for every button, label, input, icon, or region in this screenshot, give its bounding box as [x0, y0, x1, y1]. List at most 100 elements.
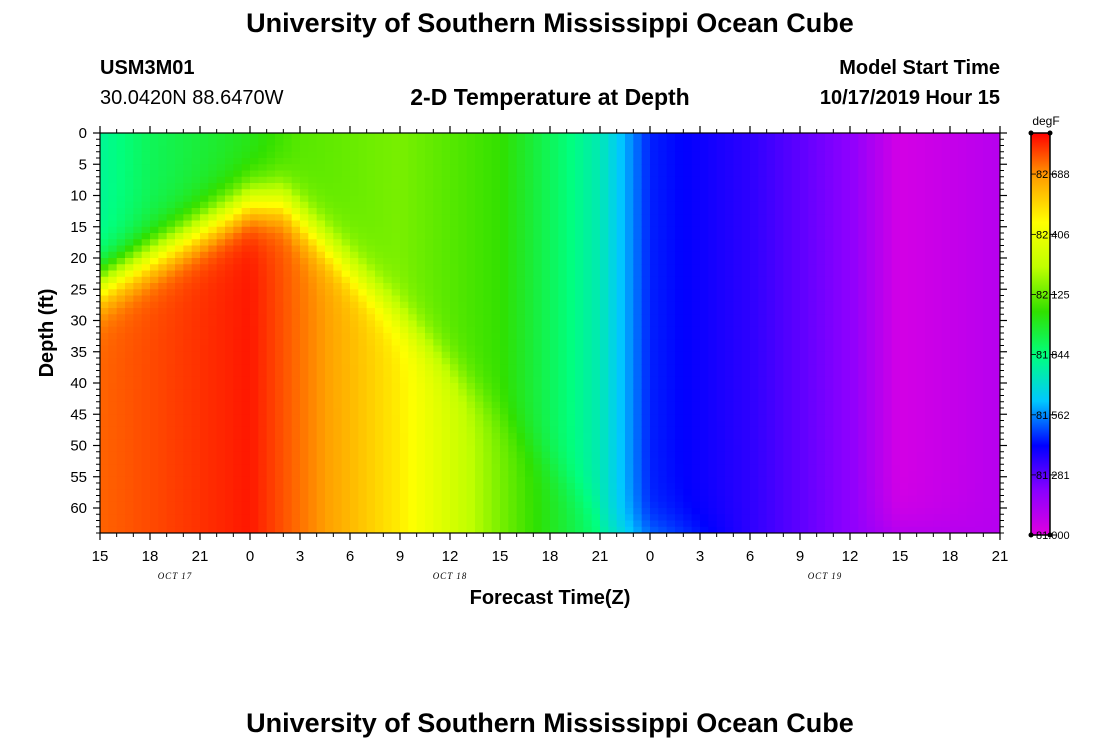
- heatmap-cell: [550, 395, 559, 403]
- heatmap-cell: [191, 414, 201, 422]
- heatmap-cell: [625, 376, 634, 384]
- heatmap-cell: [141, 283, 151, 290]
- heatmap-cell: [141, 358, 151, 365]
- heatmap-cell: [675, 220, 684, 228]
- heatmap-cell: [208, 264, 218, 272]
- heatmap-cell: [125, 470, 134, 478]
- heatmap-cell: [516, 176, 526, 184]
- heatmap-cell: [575, 451, 584, 459]
- heatmap-cell: [141, 251, 151, 259]
- heatmap-cell: [375, 239, 384, 247]
- heatmap-cell: [416, 251, 426, 259]
- heatmap-cell: [258, 445, 268, 453]
- heatmap-cell: [600, 264, 609, 272]
- heatmap-cell: [591, 389, 601, 397]
- heatmap-cell: [483, 326, 493, 334]
- heatmap-cell: [433, 270, 443, 278]
- heatmap-cell: [266, 170, 276, 178]
- heatmap-cell: [533, 276, 543, 284]
- heatmap-cell: [191, 489, 201, 497]
- heatmap-cell: [383, 345, 393, 353]
- heatmap-cell: [550, 451, 559, 459]
- heatmap-cell: [141, 151, 151, 159]
- heatmap-cell: [441, 395, 451, 403]
- heatmap-cell: [258, 420, 268, 428]
- heatmap-cell: [225, 408, 234, 415]
- heatmap-cell: [400, 351, 409, 359]
- heatmap-cell: [666, 301, 676, 309]
- heatmap-cell: [191, 333, 201, 340]
- heatmap-cell: [308, 270, 318, 278]
- heatmap-cell: [700, 495, 709, 503]
- heatmap-cell: [533, 489, 543, 497]
- heatmap-cell: [225, 383, 234, 390]
- heatmap-cell: [625, 314, 634, 322]
- heatmap-cell: [250, 289, 259, 297]
- heatmap-cell: [691, 264, 701, 272]
- heatmap-cell: [116, 433, 126, 440]
- heatmap-cell: [550, 445, 559, 453]
- heatmap-cell: [541, 195, 551, 203]
- heatmap-cell: [658, 264, 668, 272]
- heatmap-cell: [533, 314, 543, 322]
- heatmap-cell: [166, 258, 176, 265]
- heatmap-cell: [266, 351, 276, 359]
- heatmap-cell: [433, 426, 443, 434]
- heatmap-cell: [275, 376, 284, 384]
- heatmap-cell: [525, 289, 534, 297]
- heatmap-cell: [708, 395, 718, 403]
- heatmap-cell: [408, 214, 418, 222]
- heatmap-cell: [466, 433, 476, 440]
- heatmap-cell: [308, 326, 318, 334]
- heatmap-cell: [716, 439, 726, 447]
- heatmap-cell: [616, 258, 626, 265]
- heatmap-cell: [458, 301, 468, 309]
- heatmap-cell: [108, 414, 118, 422]
- heatmap-cell: [225, 395, 234, 403]
- heatmap-cell: [333, 195, 343, 203]
- heatmap-cell: [375, 526, 384, 533]
- heatmap-cell: [433, 433, 443, 440]
- heatmap-cell: [691, 370, 701, 378]
- heatmap-cell: [333, 339, 343, 347]
- heatmap-cell: [350, 433, 359, 440]
- heatmap-cell: [341, 320, 351, 328]
- heatmap-cell: [233, 426, 243, 434]
- heatmap-cell: [275, 239, 284, 247]
- heatmap-cell: [350, 401, 359, 409]
- heatmap-cell: [508, 251, 518, 259]
- heatmap-cell: [258, 251, 268, 259]
- heatmap-cell: [425, 151, 434, 159]
- heatmap-cell: [183, 195, 193, 203]
- heatmap-cell: [641, 233, 651, 240]
- heatmap-cell: [383, 501, 393, 509]
- heatmap-cell: [691, 183, 701, 190]
- heatmap-cell: [733, 201, 743, 209]
- heatmap-cell: [133, 420, 143, 428]
- heatmap-cell: [658, 208, 668, 215]
- heatmap-cell: [308, 183, 318, 190]
- heatmap-cell: [258, 520, 268, 528]
- heatmap-cell: [466, 245, 476, 253]
- heatmap-cell: [133, 208, 143, 215]
- heatmap-cell: [558, 483, 568, 490]
- heatmap-cell: [500, 170, 509, 178]
- heatmap-cell: [425, 383, 434, 390]
- heatmap-cell: [400, 195, 409, 203]
- heatmap-cell: [408, 339, 418, 347]
- heatmap-cell: [608, 408, 618, 415]
- heatmap-cell: [333, 258, 343, 265]
- heatmap-cell: [275, 470, 284, 478]
- heatmap-cell: [625, 414, 634, 422]
- heatmap-cell: [400, 520, 409, 528]
- heatmap-cell: [108, 439, 118, 447]
- heatmap-cell: [375, 276, 384, 284]
- heatmap-cell: [741, 251, 751, 259]
- heatmap-cell: [141, 295, 151, 303]
- heatmap-cell: [558, 295, 568, 303]
- heatmap-cell: [308, 501, 318, 509]
- heatmap-cell: [358, 408, 368, 415]
- heatmap-cell: [666, 195, 676, 203]
- heatmap-cell: [350, 508, 359, 515]
- heatmap-cell: [516, 470, 526, 478]
